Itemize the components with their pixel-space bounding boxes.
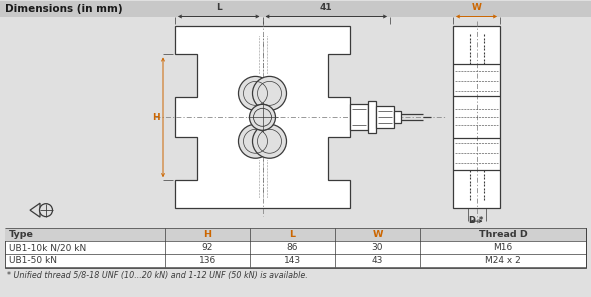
Text: 136: 136 xyxy=(199,256,216,265)
Circle shape xyxy=(239,76,272,110)
Text: M24 x 2: M24 x 2 xyxy=(485,256,521,265)
Circle shape xyxy=(252,76,287,110)
Text: 86: 86 xyxy=(287,243,298,252)
Text: H: H xyxy=(203,230,212,239)
Polygon shape xyxy=(175,26,350,208)
Text: W: W xyxy=(472,2,482,12)
Circle shape xyxy=(249,104,275,130)
Circle shape xyxy=(239,124,272,158)
Circle shape xyxy=(40,204,53,217)
Bar xyxy=(453,26,500,208)
Text: 43: 43 xyxy=(372,256,383,265)
Text: Type: Type xyxy=(9,230,34,239)
Text: UB1-10k N/20 kN: UB1-10k N/20 kN xyxy=(9,243,86,252)
Text: L: L xyxy=(290,230,296,239)
Bar xyxy=(0,1,591,18)
Text: * Unified thread 5/8-18 UNF (10...20 kN) and 1-12 UNF (50 kN) is available.: * Unified thread 5/8-18 UNF (10...20 kN)… xyxy=(7,271,308,280)
Polygon shape xyxy=(30,203,40,217)
Bar xyxy=(368,101,376,133)
Bar xyxy=(350,104,368,130)
Text: M16: M16 xyxy=(493,243,512,252)
Bar xyxy=(394,111,401,123)
Text: 143: 143 xyxy=(284,256,301,265)
Circle shape xyxy=(252,124,287,158)
Text: W: W xyxy=(372,230,383,239)
Text: H: H xyxy=(152,113,160,122)
Text: D *: D * xyxy=(469,216,483,225)
Bar xyxy=(5,228,586,241)
Text: 41: 41 xyxy=(320,2,333,12)
Bar xyxy=(376,106,394,128)
Text: Thread D: Thread D xyxy=(479,230,527,239)
Text: L: L xyxy=(216,2,222,12)
Text: Dimensions (in mm): Dimensions (in mm) xyxy=(5,4,122,14)
Text: 92: 92 xyxy=(202,243,213,252)
Bar xyxy=(5,228,586,268)
Text: 30: 30 xyxy=(372,243,383,252)
Text: UB1-50 kN: UB1-50 kN xyxy=(9,256,57,265)
